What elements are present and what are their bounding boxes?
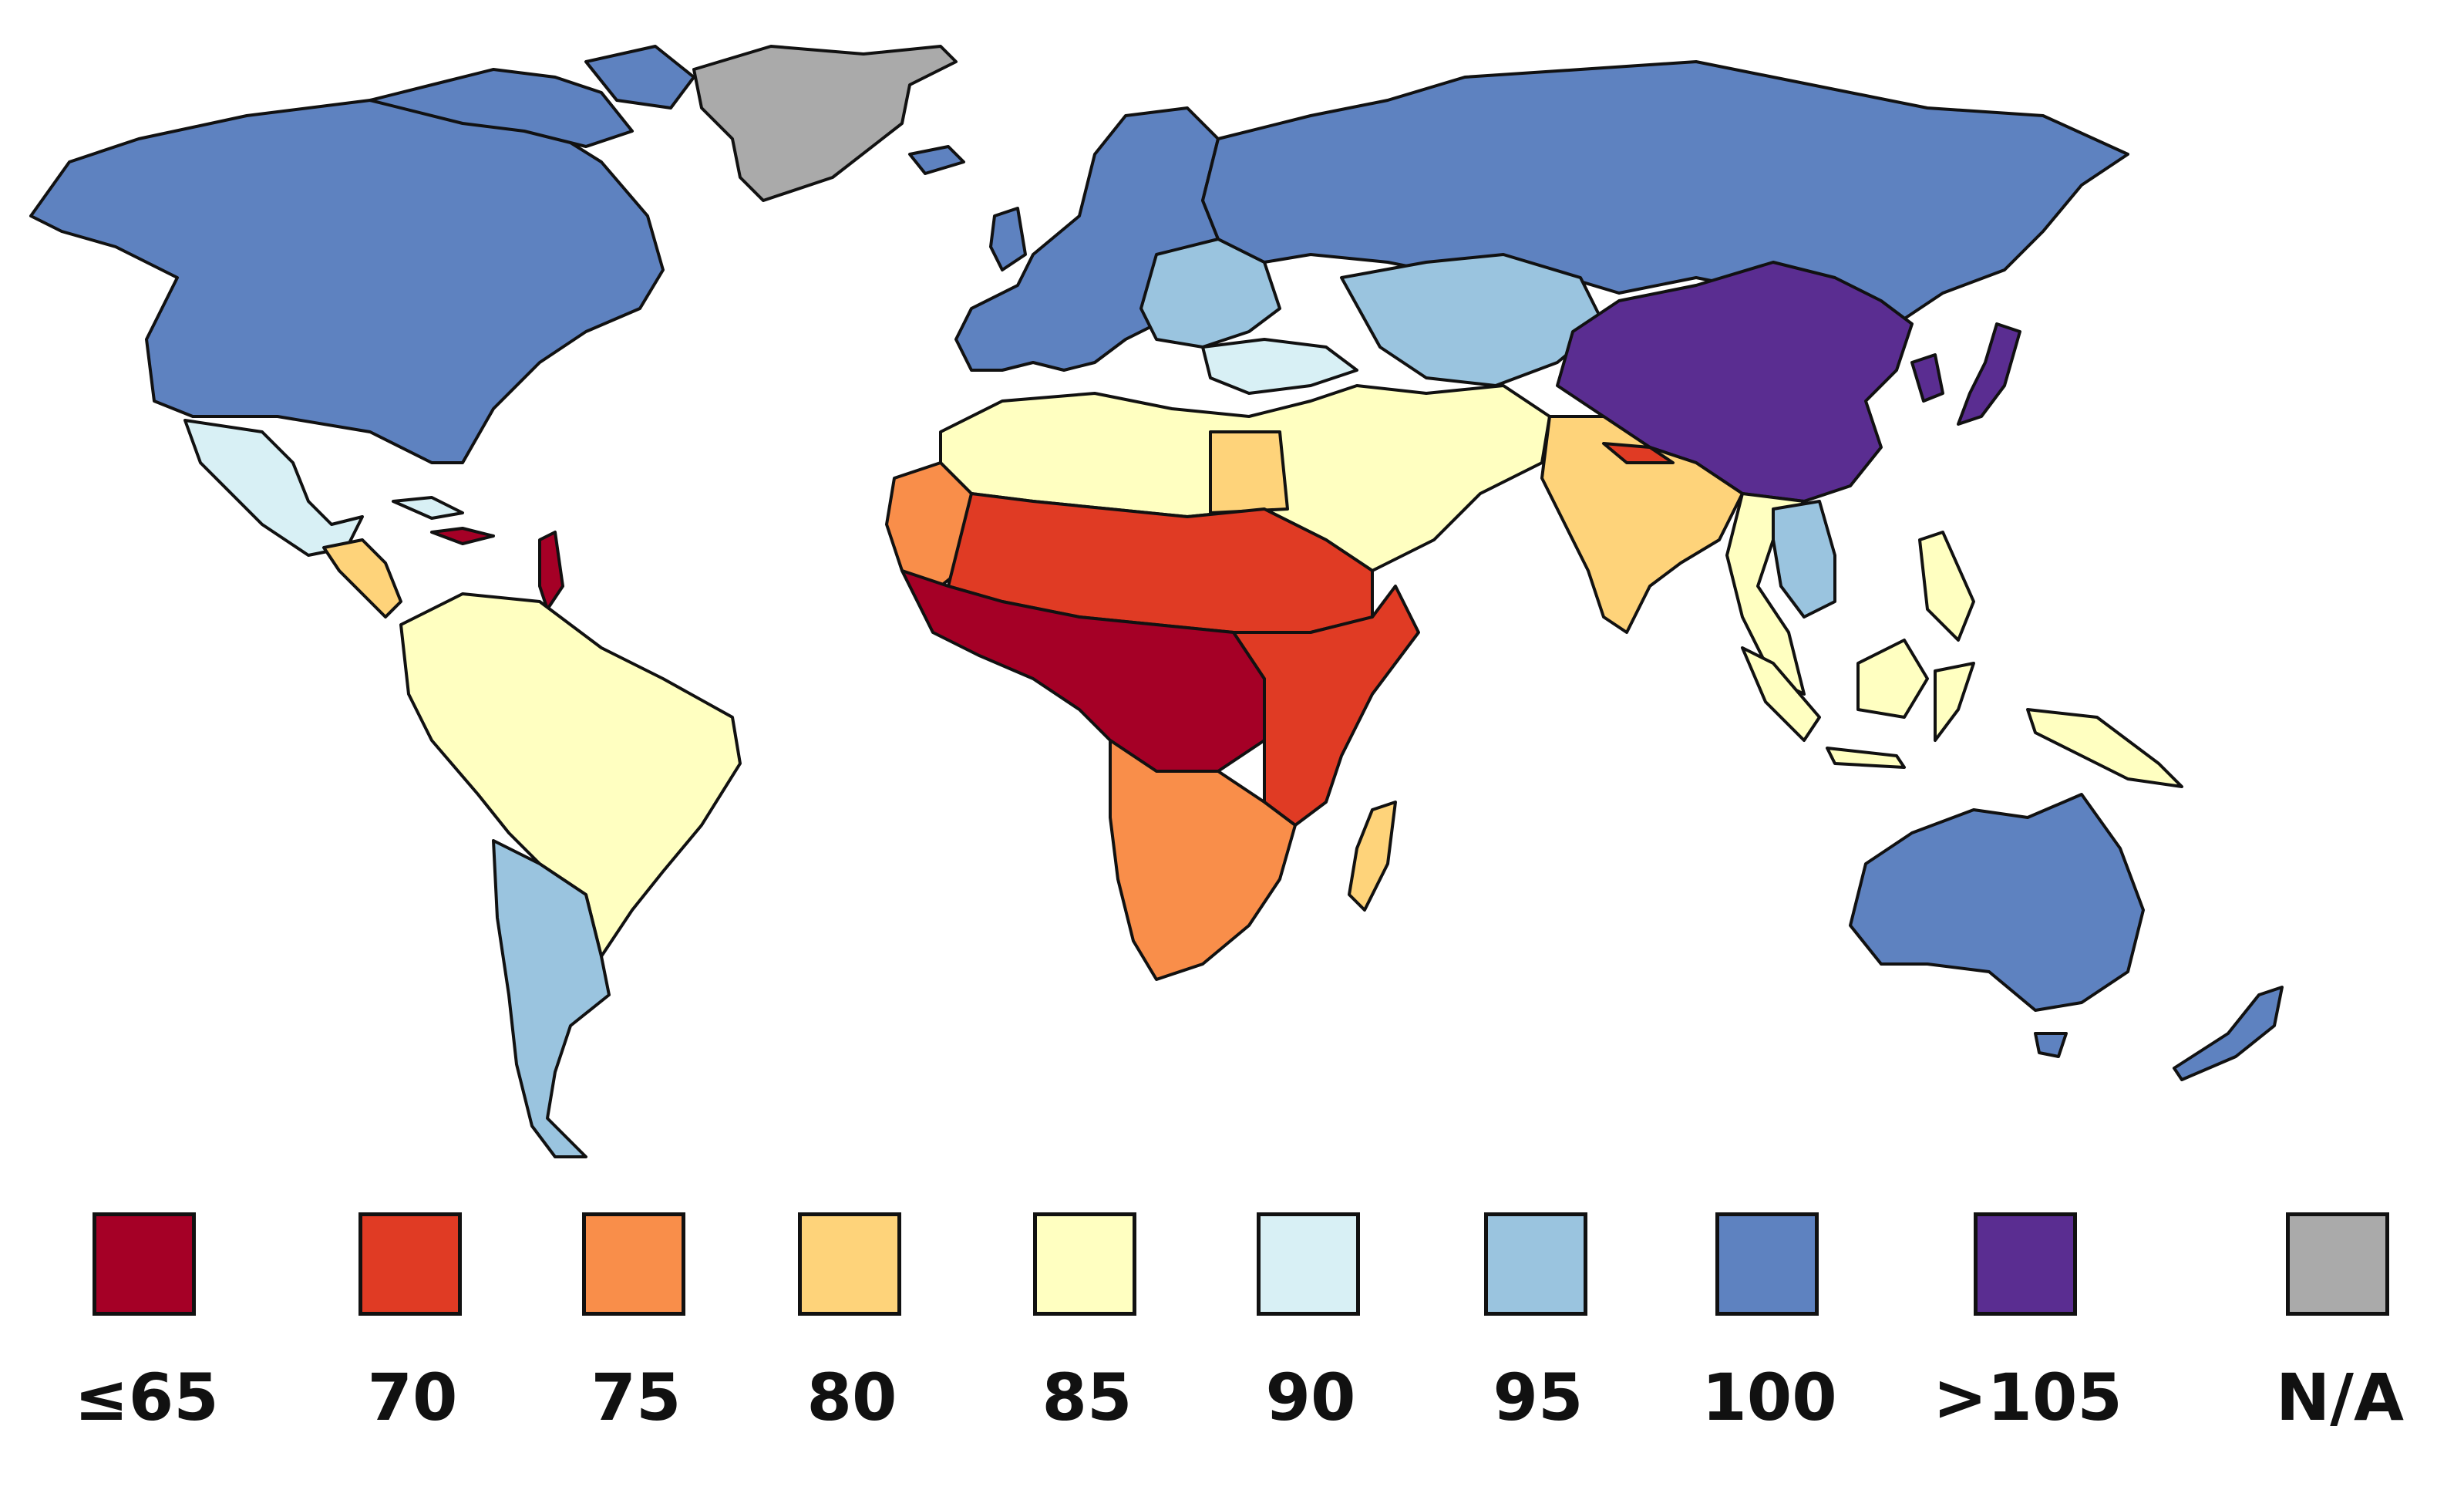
region-greenland — [692, 45, 958, 202]
legend-item-100: 100 — [1702, 1203, 1839, 1450]
region-iceland — [908, 145, 965, 175]
world-map — [29, 45, 2284, 1158]
region-tasmania — [2034, 1032, 2068, 1058]
region-madagascar — [1348, 801, 1397, 912]
region-nepal — [1602, 442, 1675, 464]
legend-item-85: 85 — [1033, 1203, 1156, 1450]
region-java — [1826, 747, 1906, 769]
region-arctic-islands — [369, 68, 634, 148]
region-turkey — [1201, 338, 1358, 395]
region-east-africa — [1232, 585, 1420, 827]
region-philippines — [1918, 531, 1975, 642]
region-uk — [989, 207, 1027, 271]
region-new-zealand — [2173, 986, 2284, 1081]
legend-label-90: 90 — [1265, 1360, 1356, 1435]
legend-swatch-75 — [582, 1212, 685, 1316]
legend-label-gt105: >105 — [1933, 1360, 2122, 1435]
legend-label-80: 80 — [806, 1360, 897, 1435]
region-southern-africa — [1109, 739, 1297, 981]
region-indochina — [1772, 500, 1836, 619]
region-caribbean-cuba — [392, 496, 464, 520]
legend-swatch-70 — [358, 1212, 462, 1316]
region-borneo — [1856, 639, 1929, 719]
legend-item-70: 70 — [358, 1203, 482, 1450]
legend-label-na: N/A — [2276, 1360, 2404, 1435]
region-arctic-islands-2 — [584, 45, 695, 110]
legend-item-75: 75 — [582, 1203, 705, 1450]
region-japan — [1957, 322, 2021, 426]
legend-label-75: 75 — [591, 1360, 682, 1435]
legend-label-70: 70 — [367, 1360, 458, 1435]
legend-swatch-na — [2286, 1212, 2389, 1316]
region-sumatra — [1741, 646, 1821, 742]
region-caribbean-islands — [538, 531, 564, 611]
legend-swatch-100 — [1715, 1212, 1819, 1316]
region-southern-cone — [492, 839, 611, 1158]
legend-item-80: 80 — [798, 1203, 921, 1450]
legend-swatch-le65 — [93, 1212, 196, 1316]
legend: ≤65 70 75 80 85 90 95 100 >105 N/A — [0, 1203, 2464, 1490]
region-australia — [1849, 793, 2145, 1012]
legend-swatch-95 — [1484, 1212, 1587, 1316]
legend-swatch-90 — [1257, 1212, 1360, 1316]
legend-label-85: 85 — [1042, 1360, 1133, 1435]
legend-swatch-80 — [798, 1212, 901, 1316]
legend-swatch-85 — [1033, 1212, 1136, 1316]
legend-item-le65: ≤65 — [74, 1203, 219, 1450]
legend-label-100: 100 — [1702, 1360, 1837, 1435]
legend-label-95: 95 — [1493, 1360, 1584, 1435]
region-india — [1540, 415, 1744, 634]
legend-item-90: 90 — [1257, 1203, 1380, 1450]
region-central-america — [322, 538, 402, 619]
legend-label-le65: ≤65 — [74, 1360, 219, 1435]
legend-item-gt105: >105 — [1933, 1203, 2122, 1450]
region-mexico — [183, 419, 364, 557]
region-new-guinea — [2026, 708, 2183, 788]
region-south-america — [399, 592, 742, 958]
legend-item-na: N/A — [2276, 1203, 2409, 1450]
region-korea — [1910, 353, 1944, 403]
legend-item-95: 95 — [1484, 1203, 1607, 1450]
region-egypt — [1209, 430, 1289, 514]
region-caribbean-hispaniola — [430, 527, 495, 545]
region-central-africa — [900, 569, 1266, 773]
region-russia — [1201, 60, 2129, 325]
region-north-america — [29, 99, 665, 464]
legend-swatch-gt105 — [1974, 1212, 2077, 1316]
region-sulawesi — [1934, 662, 1975, 742]
